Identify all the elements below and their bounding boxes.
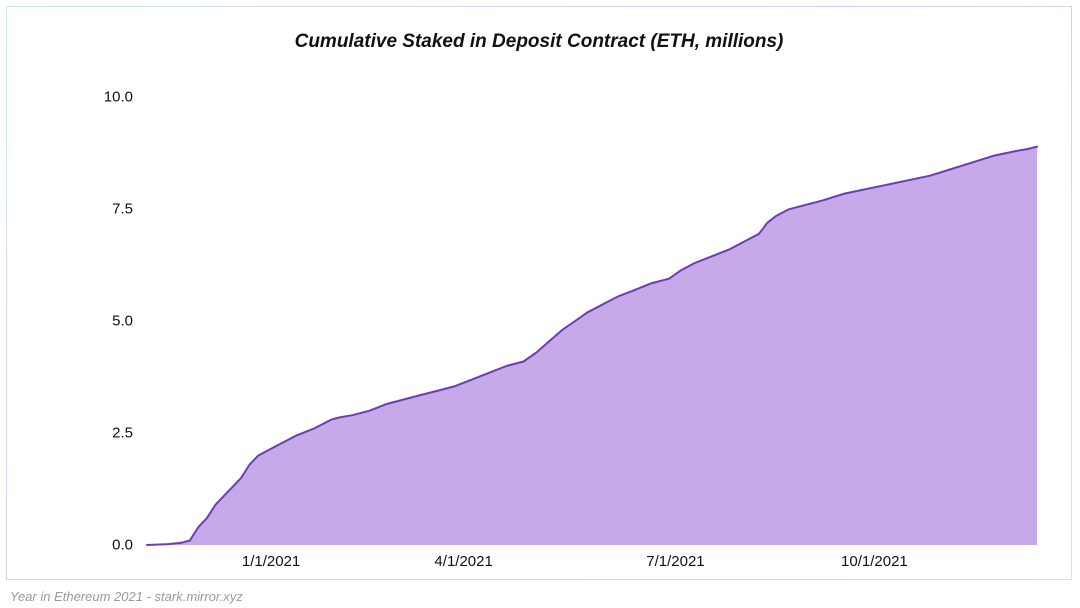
y-tick-label: 7.5	[112, 201, 133, 218]
plot-area: 0.02.55.07.510.01/1/20214/1/20217/1/2021…	[147, 75, 1037, 545]
x-tick-label: 10/1/2021	[841, 553, 908, 570]
x-tick-label: 4/1/2021	[434, 553, 492, 570]
area-fill	[147, 147, 1037, 545]
chart-card: Cumulative Staked in Deposit Contract (E…	[6, 6, 1072, 580]
source-attribution: Year in Ethereum 2021 - stark.mirror.xyz	[10, 589, 243, 604]
y-tick-label: 0.0	[112, 537, 133, 554]
chart-title: Cumulative Staked in Deposit Contract (E…	[7, 31, 1071, 53]
y-tick-label: 2.5	[112, 425, 133, 442]
y-tick-label: 10.0	[104, 89, 133, 106]
x-tick-label: 1/1/2021	[242, 553, 300, 570]
y-tick-label: 5.0	[112, 313, 133, 330]
x-tick-label: 7/1/2021	[646, 553, 704, 570]
chart-svg	[147, 75, 1037, 545]
